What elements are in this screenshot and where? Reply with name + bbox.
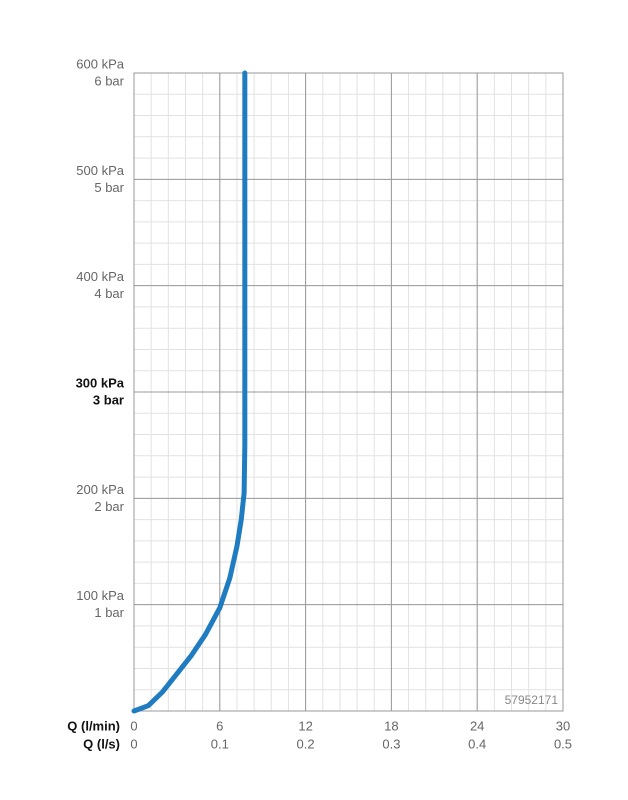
y2-tick-label: 5 bar — [94, 180, 124, 195]
x-tick-label: 6 — [216, 718, 223, 733]
x2-tick-label: 0.3 — [382, 736, 400, 751]
y-tick-label: 100 kPa — [76, 588, 124, 603]
y-tick-label: 300 kPa — [76, 375, 125, 390]
x2-tick-label: 0.2 — [297, 736, 315, 751]
flow-curve — [131, 70, 248, 714]
x-axis-label: Q (l/min) — [67, 718, 120, 733]
y2-tick-label: 4 bar — [94, 286, 124, 301]
y-tick-label: 400 kPa — [76, 269, 124, 284]
y2-tick-label: 3 bar — [93, 392, 124, 407]
y-tick-label: 600 kPa — [76, 56, 124, 71]
x-tick-label: 18 — [384, 718, 398, 733]
x-tick-label: 0 — [130, 718, 137, 733]
x-tick-label: 12 — [298, 718, 312, 733]
x2-tick-label: 0.5 — [554, 736, 572, 751]
y2-tick-label: 2 bar — [94, 499, 124, 514]
product-code: 57952171 — [505, 693, 559, 707]
plot-border — [133, 72, 564, 712]
y-tick-label: 500 kPa — [76, 163, 124, 178]
x2-tick-label: 0 — [130, 736, 137, 751]
y-tick-label: 200 kPa — [76, 482, 124, 497]
x-tick-label: 30 — [556, 718, 570, 733]
x2-axis-label: Q (l/s) — [83, 736, 120, 751]
x-tick-label: 24 — [470, 718, 484, 733]
y2-tick-label: 1 bar — [94, 605, 124, 620]
x2-tick-label: 0.4 — [468, 736, 486, 751]
y2-tick-label: 6 bar — [94, 73, 124, 88]
x2-tick-label: 0.1 — [211, 736, 229, 751]
